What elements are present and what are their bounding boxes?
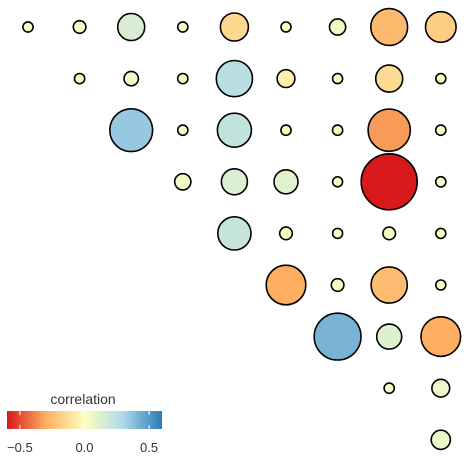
bubble-r4-c7 bbox=[382, 226, 397, 241]
bubble-r1-c4 bbox=[215, 59, 254, 98]
bubble-r2-c5 bbox=[280, 124, 292, 137]
bubble-r4-c8 bbox=[434, 227, 447, 240]
bubble-r0-c8 bbox=[424, 10, 457, 44]
bubble-r6-c8 bbox=[420, 316, 462, 358]
bubble-r0-c2 bbox=[116, 12, 146, 42]
bubble-r6-c7 bbox=[375, 323, 403, 350]
bubble-r0-c6 bbox=[328, 18, 347, 36]
bubble-r2-c2 bbox=[108, 107, 154, 153]
bubble-r2-c3 bbox=[176, 124, 189, 137]
bubble-r1-c3 bbox=[176, 72, 189, 85]
bubble-r1-c5 bbox=[276, 68, 296, 89]
bubble-r3-c4 bbox=[220, 168, 249, 196]
bubble-r3-c8 bbox=[434, 175, 447, 188]
bubble-r3-c6 bbox=[331, 176, 344, 188]
bubble-layer bbox=[22, 7, 462, 451]
bubble-r1-c2 bbox=[123, 70, 140, 87]
bubble-r1-c8 bbox=[434, 72, 447, 85]
bubble-r3-c5 bbox=[273, 169, 299, 195]
bubble-r0-c1 bbox=[72, 19, 87, 35]
bubble-r7-c7 bbox=[383, 382, 396, 395]
bubble-r1-c7 bbox=[374, 64, 404, 93]
bubble-r0-c5 bbox=[280, 21, 292, 33]
bubble-r6-c6 bbox=[313, 312, 362, 361]
legend-colorbar bbox=[7, 411, 162, 429]
bubble-r1-c1 bbox=[73, 72, 86, 85]
bubble-r0-c4 bbox=[219, 12, 250, 42]
bubble-r4-c6 bbox=[331, 227, 344, 240]
bubble-r2-c7 bbox=[367, 108, 412, 153]
bubble-r3-c3 bbox=[173, 172, 192, 191]
legend-tick-label-0: −0.5 bbox=[7, 440, 33, 455]
legend-tick-label-1: 0.0 bbox=[75, 440, 93, 455]
bubble-r2-c4 bbox=[216, 112, 253, 148]
bubble-r5-c6 bbox=[330, 277, 345, 293]
bubble-r5-c7 bbox=[370, 266, 409, 304]
legend: correlation −0.5 0.0 0.5 bbox=[7, 391, 162, 455]
legend-tick-label-2: 0.5 bbox=[140, 440, 158, 455]
legend-title: correlation bbox=[50, 391, 115, 407]
bubble-r4-c5 bbox=[278, 226, 294, 241]
bubble-r2-c6 bbox=[331, 124, 344, 137]
bubble-r5-c8 bbox=[434, 279, 447, 291]
bubble-r4-c4 bbox=[216, 215, 252, 251]
bubble-r1-c6 bbox=[331, 72, 344, 85]
bubble-r0-c7 bbox=[370, 7, 409, 47]
bubble-r0-c0 bbox=[22, 21, 34, 33]
bubble-r8-c8 bbox=[430, 429, 452, 451]
legend-ticks: −0.5 0.0 0.5 bbox=[7, 411, 158, 455]
bubble-r3-c7 bbox=[360, 153, 419, 211]
bubble-r2-c8 bbox=[434, 124, 447, 137]
bubble-r0-c3 bbox=[176, 21, 189, 33]
bubble-r7-c8 bbox=[431, 378, 451, 398]
bubble-r5-c5 bbox=[265, 264, 307, 306]
